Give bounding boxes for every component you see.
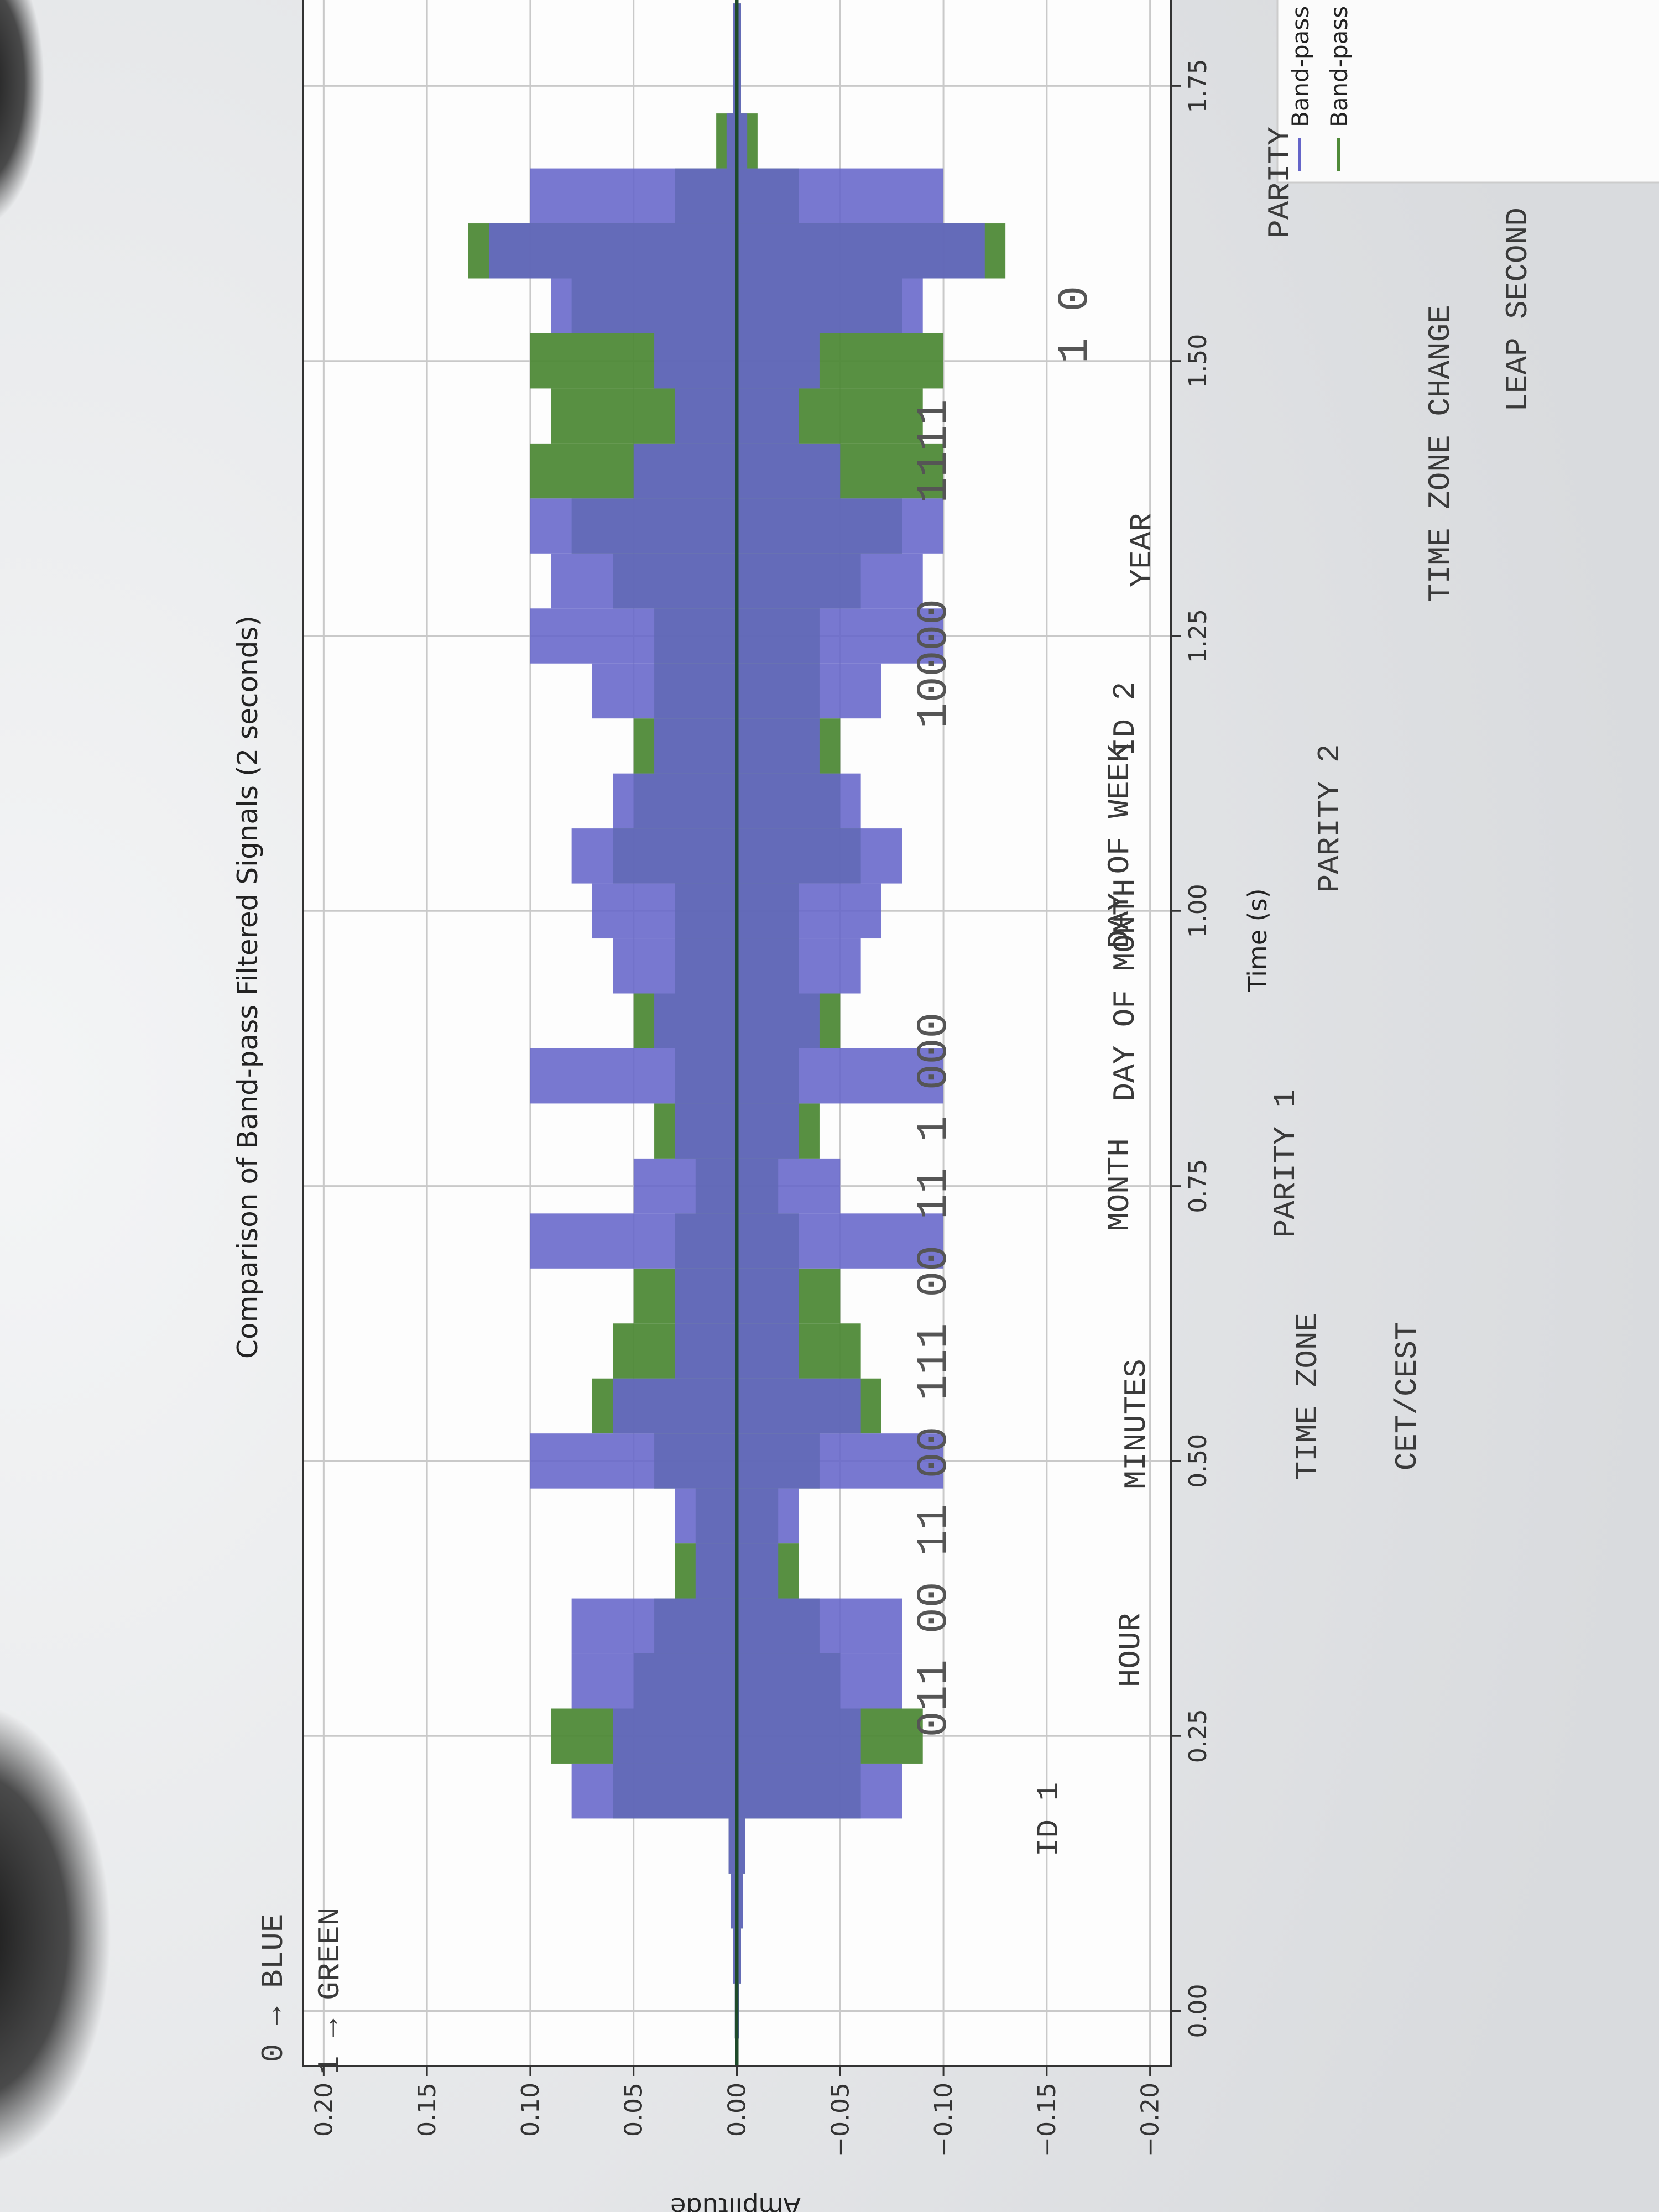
annotation: HOUR bbox=[1113, 1613, 1149, 1687]
x-tick-label: 1.50 bbox=[1184, 334, 1212, 388]
annotation: 10000 bbox=[910, 599, 959, 728]
camera-shadow bbox=[0, 0, 44, 219]
chart-title: Comparison of Band-pass Filtered Signals… bbox=[232, 615, 264, 1359]
annotation: 0 → BLUE bbox=[256, 1914, 291, 2063]
y-axis-label: Amplitude bbox=[670, 2192, 801, 2212]
plot-frame bbox=[302, 0, 1172, 2067]
y-tick-label: 0.20 bbox=[310, 2083, 338, 2137]
x-tick-label: 1.25 bbox=[1184, 609, 1212, 663]
x-tick-label: 1.75 bbox=[1184, 59, 1212, 113]
annotation: MINUTES bbox=[1119, 1359, 1154, 1489]
y-tick-label: −0.20 bbox=[1136, 2083, 1165, 2157]
annotation: MONTH bbox=[1102, 1138, 1138, 1231]
x-tick-label: 0.25 bbox=[1184, 1709, 1212, 1763]
legend-label: Band-pass 1 bbox=[1287, 0, 1314, 127]
plot: 0.00 0.25 0.50 0.75 1.00 1.25 1.50 1.75 −0.20 −0.… bbox=[302, 0, 1212, 2157]
annotation: TIME ZONE bbox=[1290, 1313, 1326, 1480]
annotation: PARITY bbox=[1262, 127, 1298, 238]
annotation: 1 → GREEN bbox=[312, 1907, 348, 2074]
annotation: 1111 bbox=[910, 399, 959, 503]
x-tick-label: 1.00 bbox=[1184, 884, 1212, 938]
annotation: CET/CEST bbox=[1390, 1322, 1425, 1471]
x-tick-label: 0.50 bbox=[1184, 1434, 1212, 1488]
annotation: 1 0 bbox=[1051, 286, 1100, 363]
annotation: ID 2 bbox=[1108, 682, 1143, 756]
annotation: TIME ZONE CHANGE bbox=[1423, 305, 1458, 602]
y-tick-label: 0.00 bbox=[723, 2083, 752, 2137]
camera-shadow bbox=[0, 1709, 111, 2162]
y-tick-label: 0.15 bbox=[413, 2083, 441, 2137]
x-axis-label: Time (s) bbox=[1243, 888, 1272, 992]
annotation: PARITY 2 bbox=[1312, 744, 1348, 893]
legend: Band-pass 1 Band-pass 2 bbox=[1276, 0, 1659, 184]
annotation: 011 00 11 00 111 00 11 1 000 bbox=[910, 1013, 959, 1738]
annotation: ID 1 bbox=[1031, 1782, 1067, 1856]
annotation: PARITY 1 bbox=[1268, 1089, 1303, 1238]
y-tick-label: 0.10 bbox=[517, 2083, 545, 2137]
y-tick-label: −0.05 bbox=[826, 2083, 854, 2157]
annotations: 0 → BLUE 1 → GREEN 011 00 11 00 111 00 1… bbox=[256, 127, 1536, 2074]
annotation: DAY OF WEEK bbox=[1102, 744, 1138, 948]
annotation: LEAP SECOND bbox=[1500, 207, 1536, 412]
legend-label: Band-pass 2 bbox=[1326, 0, 1353, 127]
y-tick-label: −0.15 bbox=[1033, 2083, 1061, 2157]
y-tick-label: 0.05 bbox=[620, 2083, 648, 2137]
y-tick-label: −0.10 bbox=[930, 2083, 958, 2157]
annotation: DAY OF MONTH bbox=[1108, 878, 1143, 1101]
annotation: YEAR bbox=[1124, 513, 1160, 587]
legend-box bbox=[1276, 0, 1659, 184]
x-tick-label: 0.75 bbox=[1184, 1159, 1212, 1213]
x-tick-label: 0.00 bbox=[1184, 1984, 1212, 2038]
